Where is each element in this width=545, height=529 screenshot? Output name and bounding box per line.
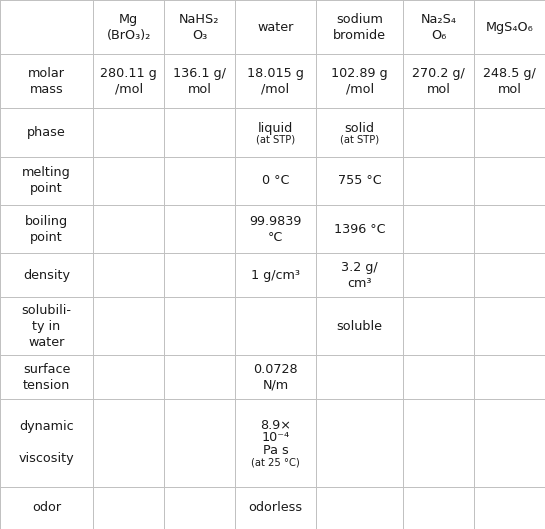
Text: odorless: odorless (249, 501, 302, 514)
Text: soluble: soluble (337, 320, 383, 333)
Text: 0 °C: 0 °C (262, 175, 289, 187)
Text: NaHS₂
O₃: NaHS₂ O₃ (179, 13, 220, 42)
Text: 1396 °C: 1396 °C (334, 223, 385, 235)
Text: melting
point: melting point (22, 166, 71, 195)
Text: solubili-
ty in
water: solubili- ty in water (22, 304, 71, 349)
Text: phase: phase (27, 126, 66, 139)
Text: density: density (23, 269, 70, 282)
Text: 280.11 g
/mol: 280.11 g /mol (100, 67, 157, 96)
Text: sodium
bromide: sodium bromide (333, 13, 386, 42)
Text: 10⁻⁴: 10⁻⁴ (262, 431, 289, 444)
Text: dynamic

viscosity: dynamic viscosity (19, 421, 74, 466)
Text: odor: odor (32, 501, 61, 514)
Text: liquid: liquid (258, 122, 293, 134)
Text: 3.2 g/
cm³: 3.2 g/ cm³ (341, 261, 378, 290)
Text: water: water (257, 21, 294, 34)
Text: 0.0728
N/m: 0.0728 N/m (253, 363, 298, 392)
Text: molar
mass: molar mass (28, 67, 65, 96)
Text: 8.9×: 8.9× (260, 419, 291, 432)
Text: Na₂S₄
O₆: Na₂S₄ O₆ (421, 13, 457, 42)
Text: (at 25 °C): (at 25 °C) (251, 458, 300, 468)
Text: 270.2 g/
mol: 270.2 g/ mol (412, 67, 465, 96)
Text: solid: solid (344, 122, 374, 134)
Text: Pa s: Pa s (263, 444, 288, 457)
Text: 18.015 g
/mol: 18.015 g /mol (247, 67, 304, 96)
Text: surface
tension: surface tension (23, 363, 70, 392)
Text: Mg
(BrO₃)₂: Mg (BrO₃)₂ (106, 13, 151, 42)
Text: (at STP): (at STP) (256, 134, 295, 144)
Text: 1 g/cm³: 1 g/cm³ (251, 269, 300, 282)
Text: 102.89 g
/mol: 102.89 g /mol (331, 67, 388, 96)
Text: 248.5 g/
mol: 248.5 g/ mol (483, 67, 536, 96)
Text: 99.9839
°C: 99.9839 °C (249, 215, 302, 244)
Text: 755 °C: 755 °C (338, 175, 381, 187)
Text: boiling
point: boiling point (25, 215, 68, 244)
Text: (at STP): (at STP) (340, 134, 379, 144)
Text: MgS₄O₆: MgS₄O₆ (486, 21, 534, 34)
Text: 136.1 g/
mol: 136.1 g/ mol (173, 67, 226, 96)
